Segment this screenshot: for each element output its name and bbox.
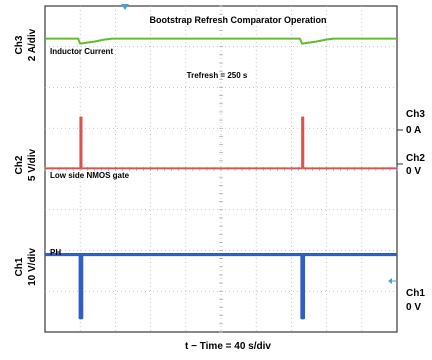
svg-text:Ch3: Ch3 xyxy=(406,109,425,120)
svg-text:2 A/div: 2 A/div xyxy=(27,28,38,61)
trigger-position-marker xyxy=(121,4,129,10)
chart-title: Bootstrap Refresh Comparator Operation xyxy=(149,15,326,25)
trace-ch3 xyxy=(45,37,397,45)
trace-name-low-side-gate: Low side NMOS gate xyxy=(50,171,130,180)
svg-text:5 V/div: 5 V/div xyxy=(27,148,38,181)
svg-text:0 V: 0 V xyxy=(406,302,421,313)
trace-ch2 xyxy=(45,116,397,169)
x-axis-label: t − Time = 40 s/div xyxy=(185,341,271,352)
svg-text:0 A: 0 A xyxy=(406,125,421,136)
waveforms xyxy=(45,37,397,320)
svg-text:Ch3: Ch3 xyxy=(14,35,25,54)
svg-text:Ch2: Ch2 xyxy=(14,155,25,174)
ch2-reference-marker: Ch2 0 V xyxy=(397,153,425,177)
refresh-period-annotation: Trefresh = 250 s xyxy=(187,71,248,80)
svg-text:Ch2: Ch2 xyxy=(406,153,425,164)
ch3-scale-label: Ch3 2 A/div xyxy=(14,28,38,61)
trace-name-ph: PH xyxy=(50,248,61,257)
ch3-reference-marker: Ch3 0 A xyxy=(397,109,425,136)
svg-text:Ch1: Ch1 xyxy=(406,288,425,299)
trace-ch1 xyxy=(45,252,397,320)
ch2-scale-label: Ch2 5 V/div xyxy=(14,148,38,181)
svg-text:Ch1: Ch1 xyxy=(14,257,25,276)
ch1-reference-marker: Ch1 0 V xyxy=(388,278,425,313)
svg-text:10 V/div: 10 V/div xyxy=(27,248,38,286)
ch1-scale-label: Ch1 10 V/div xyxy=(14,248,38,286)
svg-text:0 V: 0 V xyxy=(406,166,421,177)
trace-name-inductor-current: Inductor Current xyxy=(50,47,113,56)
